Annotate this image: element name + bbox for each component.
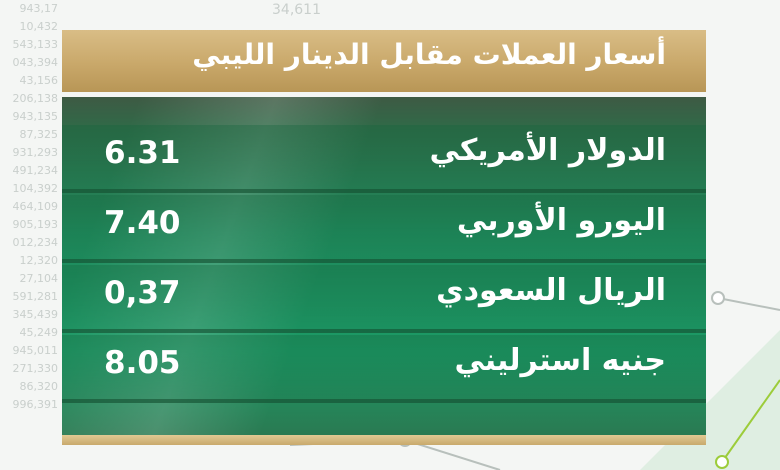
rate-row: جنيه استرليني 8.05 [62,335,706,403]
currency-name: الدولار الأمريكي [429,133,667,168]
rate-row: الدولار الأمريكي 6.31 [62,125,706,193]
page-title: أسعار العملات مقابل الدينار الليبي [192,38,666,71]
bg-top-number: 34,611 [272,2,321,18]
currency-rate: 7.40 [104,205,181,241]
bg-number: 12,320 [19,254,59,267]
bg-number: 271,330 [12,362,59,375]
bg-number: 931,293 [12,146,59,159]
bg-number: 43,156 [19,74,59,87]
bg-number: 345,439 [12,308,59,321]
bg-number: 10,432 [19,20,59,33]
bottom-gold-strip [62,435,706,445]
currency-rate: 8.05 [104,345,181,381]
bg-number: 87,325 [19,128,59,141]
bg-number: 943,17 [19,2,59,15]
bg-number: 996,391 [12,398,59,411]
bg-number: 591,281 [12,290,59,303]
deco-line [721,379,780,463]
currency-name: اليورو الأوربي [456,203,666,238]
bg-number: 905,193 [12,218,59,231]
deco-point [711,291,725,305]
bg-number: 45,249 [19,326,59,339]
bg-number: 86,320 [19,380,59,393]
deco-line [717,297,780,311]
deco-point [715,455,729,469]
bg-number: 104,392 [12,182,59,195]
bg-number: 943,135 [12,110,59,123]
bg-number: 27,104 [19,272,59,285]
currency-name: الريال السعودي [436,273,666,308]
background-numbers: 943,17 10,432 543,133 043,394 43,156 206… [0,0,59,414]
rates-panel: الدولار الأمريكي 6.31 اليورو الأوربي 7.4… [62,97,706,435]
bg-number: 543,133 [12,38,59,51]
currency-name: جنيه استرليني [454,343,666,378]
title-bar: أسعار العملات مقابل الدينار الليبي [62,30,706,92]
bg-number: 945,011 [12,344,59,357]
bg-number: 491,234 [12,164,59,177]
bg-number: 206,138 [12,92,59,105]
currency-rate: 0,37 [104,275,181,311]
currency-rate: 6.31 [104,135,181,171]
bg-number: 464,109 [12,200,59,213]
rate-row: الريال السعودي 0,37 [62,265,706,333]
bg-number: 012,234 [12,236,59,249]
rate-row: اليورو الأوربي 7.40 [62,195,706,263]
panel-sheen [62,97,706,435]
bg-number: 043,394 [12,56,59,69]
